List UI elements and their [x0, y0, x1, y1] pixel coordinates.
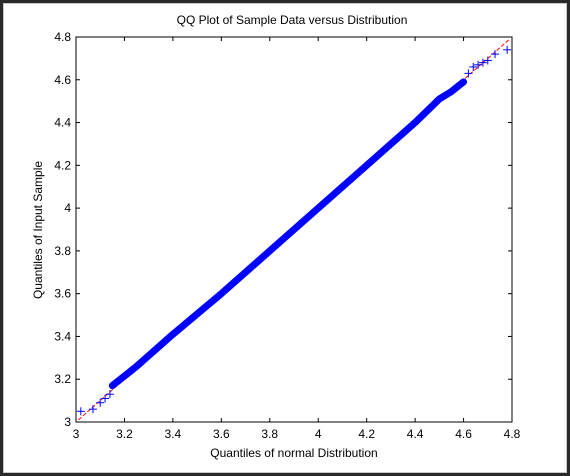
- y-tick-label: 3: [64, 415, 71, 429]
- sample-point: [503, 45, 512, 54]
- chart-title: QQ Plot of Sample Data versus Distributi…: [177, 13, 408, 27]
- sample-point: [478, 58, 487, 67]
- x-tick-label: 4.8: [504, 427, 521, 441]
- sample-point: [88, 405, 97, 414]
- x-tick-label: 3.6: [213, 427, 230, 441]
- sample-point: [491, 50, 500, 59]
- y-tick-label: 3.8: [54, 244, 71, 258]
- x-tick-label: 3: [73, 427, 80, 441]
- sample-point: [464, 69, 473, 78]
- qq-plot-chart: QQ Plot of Sample Data versus Distributi…: [31, 13, 521, 460]
- x-tick-label: 3.2: [116, 427, 133, 441]
- axes-box: [75, 36, 513, 423]
- sample-point: [483, 56, 492, 65]
- y-tick-label: 4: [64, 201, 71, 215]
- x-axis-label: Quantiles of normal Distribution: [210, 446, 377, 460]
- y-tick-label: 4.8: [54, 30, 71, 44]
- y-tick-label: 4.2: [54, 158, 71, 172]
- x-tick-label: 3.8: [261, 427, 278, 441]
- x-tick-label: 4: [315, 427, 322, 441]
- sample-point: [469, 62, 478, 71]
- sample-points-bulk: [108, 78, 468, 390]
- data-layer: [76, 38, 512, 421]
- y-axis-ticks: 3 3.2 3.4 3.6 3.8 4 4.2 4.4 4.6 4.8: [54, 30, 512, 429]
- x-tick-label: 3.4: [165, 427, 182, 441]
- x-tick-label: 4.4: [407, 427, 424, 441]
- sample-point: [101, 394, 110, 403]
- sample-point: [474, 60, 483, 69]
- x-tick-label: 4.6: [455, 427, 472, 441]
- y-tick-label: 3.4: [54, 329, 71, 343]
- sample-point: [105, 390, 114, 399]
- y-tick-label: 3.6: [54, 287, 71, 301]
- x-axis-ticks: 3 3.2 3.4 3.6 3.8 4 4.2 4.4 4.6 4.8: [73, 37, 521, 441]
- figure-window: QQ Plot of Sample Data versus Distributi…: [3, 3, 567, 473]
- y-tick-label: 4.6: [54, 73, 71, 87]
- y-tick-label: 3.2: [54, 372, 71, 386]
- x-tick-label: 4.2: [358, 427, 375, 441]
- y-tick-label: 4.4: [54, 116, 71, 130]
- sample-point: [76, 407, 85, 416]
- sample-point: [96, 398, 105, 407]
- y-axis-label: Quantiles of Input Sample: [31, 161, 45, 299]
